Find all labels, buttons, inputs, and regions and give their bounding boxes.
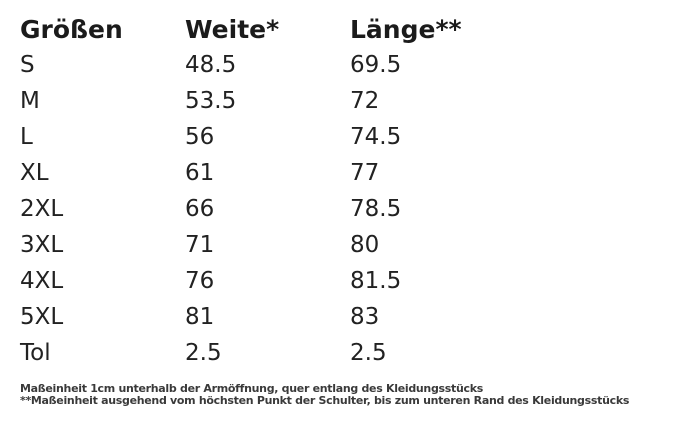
size-cell: 3XL [20, 232, 64, 258]
length-cell: 83 [350, 304, 380, 330]
footnotes: Maßeinheit 1cm unterhalb der Armöffnung,… [20, 383, 678, 407]
size-cell: Tol [20, 340, 51, 366]
table-row: XL 61 77 [20, 155, 660, 191]
length-cell: 81.5 [350, 268, 402, 294]
size-cell: M [20, 88, 40, 114]
width-cell: 61 [185, 160, 215, 186]
footnote-length-measure: **Maßeinheit ausgehend vom höchsten Punk… [20, 394, 630, 407]
size-cell: XL [20, 160, 49, 186]
table-row: 2XL 66 78.5 [20, 191, 660, 227]
width-cell: 76 [185, 268, 215, 294]
size-cell: S [20, 52, 35, 78]
width-cell: 2.5 [185, 340, 222, 366]
table-row: 5XL 81 83 [20, 299, 660, 335]
table-row: S 48.5 69.5 [20, 47, 660, 83]
length-cell: 69.5 [350, 52, 402, 78]
header-row: Größen Weite* Länge** [20, 12, 660, 47]
length-cell: 77 [350, 160, 380, 186]
width-cell: 53.5 [185, 88, 237, 114]
width-cell: 81 [185, 304, 215, 330]
footnote-width-measure: Maßeinheit 1cm unterhalb der Armöffnung,… [20, 382, 483, 395]
column-header-width: Weite* [185, 15, 280, 44]
width-cell: 56 [185, 124, 215, 150]
size-cell: L [20, 124, 33, 150]
size-cell: 4XL [20, 268, 64, 294]
table-row: 4XL 76 81.5 [20, 263, 660, 299]
size-table: Größen Weite* Länge** S 48.5 69.5 M 53.5… [20, 12, 660, 371]
table-row: L 56 74.5 [20, 119, 660, 155]
size-cell: 2XL [20, 196, 64, 222]
length-cell: 80 [350, 232, 380, 258]
size-table-body: S 48.5 69.5 M 53.5 72 L 56 74.5 XL [20, 47, 660, 371]
size-cell: 5XL [20, 304, 64, 330]
length-cell: 74.5 [350, 124, 402, 150]
table-row: M 53.5 72 [20, 83, 660, 119]
width-cell: 48.5 [185, 52, 237, 78]
width-cell: 66 [185, 196, 215, 222]
table-row: Tol 2.5 2.5 [20, 335, 660, 371]
size-chart: Größen Weite* Länge** S 48.5 69.5 M 53.5… [20, 12, 678, 407]
column-header-length: Länge** [350, 15, 462, 44]
column-header-sizes: Größen [20, 15, 123, 44]
length-cell: 2.5 [350, 340, 387, 366]
width-cell: 71 [185, 232, 215, 258]
length-cell: 72 [350, 88, 380, 114]
table-row: 3XL 71 80 [20, 227, 660, 263]
length-cell: 78.5 [350, 196, 402, 222]
